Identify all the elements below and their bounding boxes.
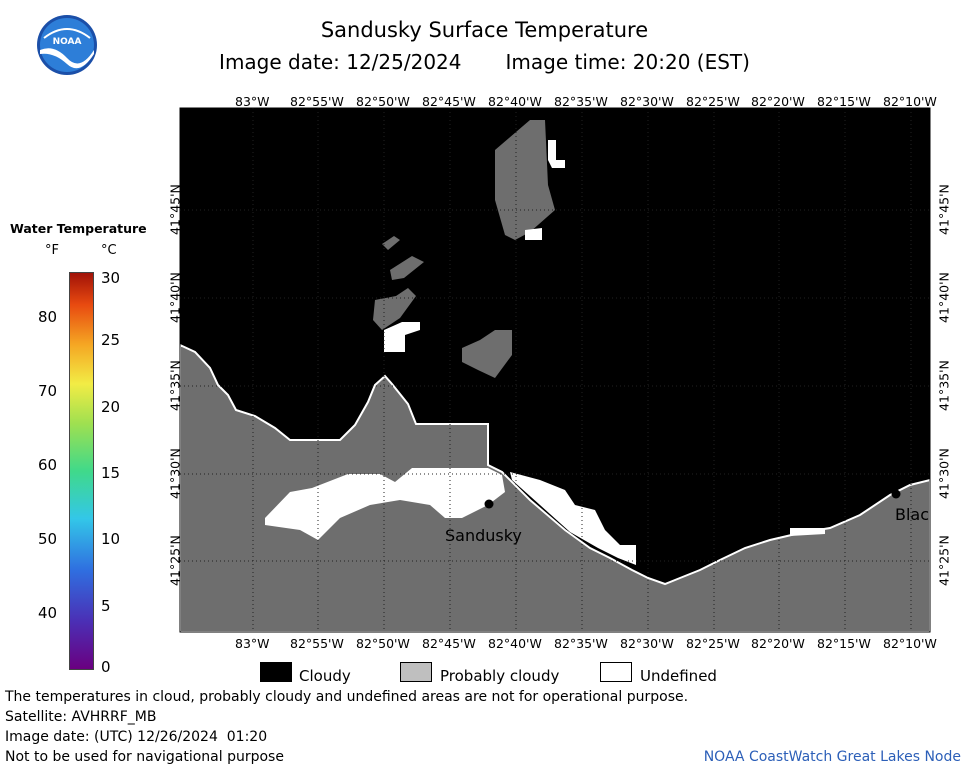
undefined-area bbox=[510, 472, 636, 565]
lon-tick-bottom: 82°35'W bbox=[554, 636, 608, 651]
f-label: 60 bbox=[38, 456, 58, 474]
lat-tick-left: 41°45'N bbox=[167, 184, 183, 235]
lon-tick-top: 82°55'W bbox=[290, 94, 344, 109]
legend-label-probably-cloudy: Probably cloudy bbox=[440, 667, 560, 685]
lon-tick-top: 82°45'W bbox=[422, 94, 476, 109]
c-label: 30 bbox=[101, 269, 121, 287]
lon-tick-bottom: 82°20'W bbox=[751, 636, 805, 651]
lat-tick-right: 41°25'N bbox=[936, 535, 952, 586]
island bbox=[384, 322, 420, 352]
map-title: Sandusky Surface Temperature bbox=[320, 18, 649, 42]
utc-date-text: Image date: (UTC) 12/26/2024 01:20 bbox=[5, 729, 268, 745]
island bbox=[462, 330, 512, 378]
lat-tick-left: 41°25'N bbox=[167, 535, 183, 586]
island bbox=[373, 288, 416, 330]
undefined-area bbox=[790, 528, 825, 536]
lat-tick-right: 41°35'N bbox=[936, 360, 952, 411]
unit-fahrenheit: °F bbox=[45, 243, 59, 258]
edge-place-label: Blac bbox=[895, 505, 929, 524]
island bbox=[382, 236, 400, 250]
coastwatch-node-link[interactable]: NOAA CoastWatch Great Lakes Node bbox=[703, 749, 961, 765]
satellite-text: Satellite: AVHRRF_MB bbox=[5, 709, 157, 725]
legend-swatch-undefined bbox=[600, 662, 632, 682]
lon-tick-bottom: 82°15'W bbox=[817, 636, 871, 651]
legend-swatch-probably-cloudy bbox=[400, 662, 432, 682]
image-time: Image time: 20:20 (EST) bbox=[505, 50, 750, 74]
island bbox=[525, 228, 542, 240]
lon-tick-top: 82°50'W bbox=[356, 94, 410, 109]
sandusky-marker bbox=[484, 499, 494, 509]
edge-marker bbox=[891, 489, 901, 499]
navigation-warning: Not to be used for navigational purpose bbox=[5, 749, 284, 765]
image-datetime: Image date: 12/25/2024 Image time: 20:20 … bbox=[0, 50, 969, 74]
temperature-colorbar bbox=[69, 272, 94, 670]
f-label: 70 bbox=[38, 382, 58, 400]
unit-celsius: °C bbox=[101, 243, 117, 258]
island bbox=[548, 140, 565, 168]
c-label: 20 bbox=[101, 398, 121, 416]
lon-tick-top: 82°20'W bbox=[751, 94, 805, 109]
lon-tick-bottom: 82°25'W bbox=[686, 636, 740, 651]
lon-tick-bottom: 82°30'W bbox=[620, 636, 674, 651]
lon-tick-bottom: 83°W bbox=[235, 636, 270, 651]
undefined-area bbox=[265, 468, 505, 540]
lon-tick-top: 82°40'W bbox=[488, 94, 542, 109]
land-area bbox=[179, 343, 931, 633]
sandusky-label: Sandusky bbox=[445, 526, 522, 545]
c-label: 0 bbox=[101, 658, 111, 676]
island bbox=[390, 256, 424, 280]
legend-label-cloudy: Cloudy bbox=[299, 667, 351, 685]
noaa-logo-icon: NOAA bbox=[37, 15, 97, 75]
logo-text: NOAA bbox=[53, 37, 82, 47]
lon-tick-top: 83°W bbox=[235, 94, 270, 109]
lon-tick-top: 82°25'W bbox=[686, 94, 740, 109]
disclaimer-text: The temperatures in cloud, probably clou… bbox=[5, 689, 689, 705]
lon-tick-bottom: 82°10'W bbox=[883, 636, 937, 651]
legend-swatch-cloudy bbox=[260, 662, 292, 682]
lon-tick-top: 82°15'W bbox=[817, 94, 871, 109]
c-label: 5 bbox=[101, 597, 111, 615]
lon-tick-bottom: 82°45'W bbox=[422, 636, 476, 651]
legend-label-undefined: Undefined bbox=[640, 667, 717, 685]
c-label: 25 bbox=[101, 331, 121, 349]
lon-tick-bottom: 82°50'W bbox=[356, 636, 410, 651]
image-date: Image date: 12/25/2024 bbox=[219, 50, 462, 74]
graticule bbox=[180, 108, 930, 632]
lon-tick-top: 82°10'W bbox=[883, 94, 937, 109]
c-label: 10 bbox=[101, 530, 121, 548]
f-label: 50 bbox=[38, 530, 58, 548]
c-label: 15 bbox=[101, 464, 121, 482]
lat-tick-right: 41°30'N bbox=[936, 448, 952, 499]
colorbar-title: Water Temperature bbox=[10, 221, 147, 236]
lon-tick-bottom: 82°55'W bbox=[290, 636, 344, 651]
lat-tick-left: 41°35'N bbox=[167, 360, 183, 411]
lat-tick-right: 41°45'N bbox=[936, 184, 952, 235]
lon-tick-top: 82°30'W bbox=[620, 94, 674, 109]
f-label: 40 bbox=[38, 604, 58, 622]
lat-tick-left: 41°30'N bbox=[167, 448, 183, 499]
lon-tick-bottom: 82°40'W bbox=[488, 636, 542, 651]
lon-tick-top: 82°35'W bbox=[554, 94, 608, 109]
lat-tick-right: 41°40'N bbox=[936, 272, 952, 323]
lat-tick-left: 41°40'N bbox=[167, 272, 183, 323]
f-label: 80 bbox=[38, 308, 58, 326]
